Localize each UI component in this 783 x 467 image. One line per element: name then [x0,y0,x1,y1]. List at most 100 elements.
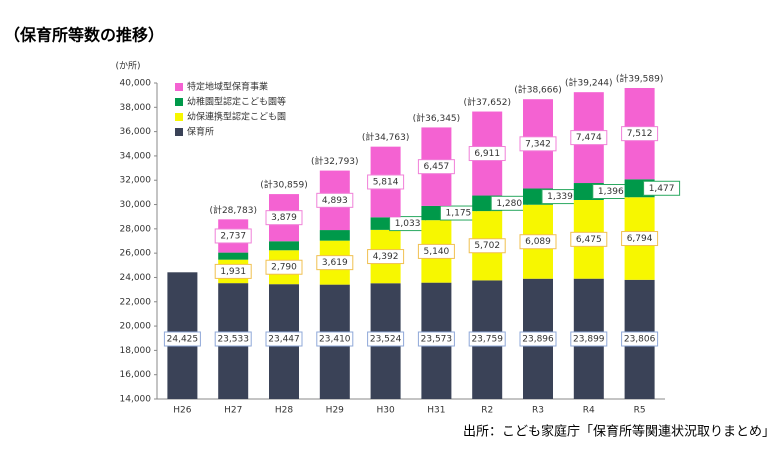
bar-segment [269,241,299,251]
value-label-box [163,331,201,347]
value-label-box [214,263,252,279]
value-label: 6,475 [576,235,602,245]
value-label: 1,175 [446,209,472,219]
value-label: 24,425 [167,335,199,345]
value-label: 23,573 [421,335,453,345]
y-tick-label: 40,000 [120,79,152,89]
value-label-box [265,259,303,275]
value-label: 3,619 [322,258,348,268]
value-label: 5,140 [424,247,450,257]
value-label-box [316,192,354,208]
total-label: (計34,763) [362,131,410,143]
value-label: 6,089 [525,237,551,247]
value-label: 6,794 [627,234,653,244]
x-tick-label: R3 [532,406,544,416]
value-label: 7,342 [525,139,551,149]
legend-swatch [175,128,183,136]
y-tick-label: 14,000 [120,395,152,405]
value-label-box [643,180,681,196]
x-tick-label: R5 [634,406,646,416]
legend-swatch [175,83,183,91]
legend-label: 幼保連携型認定こども園 [187,111,286,123]
value-label: 23,806 [624,335,656,345]
total-label: (計39,244) [565,77,613,89]
y-tick-label: 22,000 [120,297,152,307]
value-label: 1,477 [649,184,675,194]
value-label: 3,879 [271,213,297,223]
value-label-box [316,255,354,271]
value-label-box [621,231,659,247]
value-label: 2,737 [220,231,246,241]
legend-label: 特定地域型保育事業 [187,81,268,93]
x-tick-label: H30 [376,406,394,416]
x-tick-label: H26 [173,406,191,416]
value-label: 2,790 [271,263,297,273]
total-label: (計32,793) [311,155,359,167]
value-label-box [519,136,557,152]
value-label-box [570,331,608,347]
value-label: 4,392 [373,252,399,262]
value-label: 23,410 [319,335,351,345]
value-label-box [367,331,405,347]
value-label-box [417,159,455,175]
value-label-box [468,238,506,254]
value-label: 23,896 [522,335,554,345]
value-label-box [621,331,659,347]
value-label: 7,512 [627,129,653,139]
y-tick-label: 38,000 [120,103,152,113]
value-label-box [367,249,405,265]
value-label-box [570,130,608,146]
y-tick-label: 30,000 [120,200,152,210]
value-label-box [214,228,252,244]
total-label: (計28,783) [209,204,257,216]
value-label: 1,931 [220,267,246,277]
value-label: 4,893 [322,196,348,206]
value-label: 23,759 [471,335,503,345]
value-label-box [621,126,659,142]
x-tick-label: R4 [583,406,595,416]
bar-segment [218,252,249,260]
total-label: (計39,589) [616,72,664,84]
bar-segment [319,230,350,241]
legend-label: 保育所 [187,126,214,138]
legend-swatch [175,98,183,106]
value-label: 23,533 [217,335,249,345]
source: 出所：こども家庭庁「保育所等関連状況取りまとめ」 [463,424,775,440]
value-label: 23,524 [370,335,402,345]
value-label-box [265,331,303,347]
y-tick-label: 28,000 [120,224,152,234]
value-label-box [367,174,405,190]
legend-swatch [175,113,183,121]
value-label: 1,033 [395,219,421,229]
value-label-box [316,331,354,347]
value-label: 6,457 [424,162,450,172]
y-tick-label: 20,000 [120,322,152,332]
total-label: (計37,652) [463,96,511,108]
value-label: 5,702 [474,241,500,251]
y-tick-label: 16,000 [120,370,152,380]
y-unit-label: (か所) [115,61,140,72]
x-tick-label: H27 [224,406,242,416]
x-tick-label: R2 [481,406,493,416]
value-label-box [265,210,303,226]
value-label-box [417,331,455,347]
y-tick-label: 36,000 [120,127,152,137]
value-label: 1,396 [598,187,624,197]
y-tick-label: 24,000 [120,273,152,283]
value-label: 23,899 [573,335,605,345]
value-label: 5,814 [373,177,399,187]
value-label-box [214,331,252,347]
value-label-box [468,331,506,347]
value-label: 23,447 [268,335,300,345]
chart-title: （保育所等数の推移） [4,26,164,45]
value-label-box [417,243,455,259]
y-tick-label: 34,000 [120,151,152,161]
value-label: 1,280 [496,199,522,209]
y-tick-label: 32,000 [120,176,152,186]
value-label: 6,911 [474,149,500,159]
legend-label: 幼稚園型認定こども園等 [187,96,286,108]
value-label: 7,474 [576,133,602,143]
total-label: (計30,859) [260,179,308,191]
value-label-box [519,331,557,347]
